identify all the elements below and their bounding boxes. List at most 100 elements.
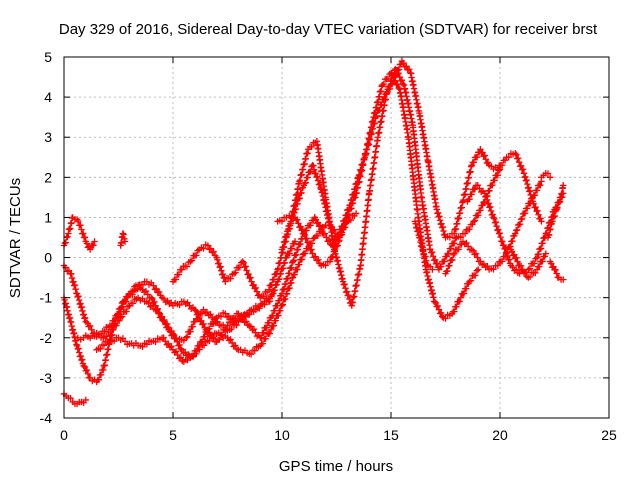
data-point	[447, 245, 455, 252]
data-point	[388, 80, 396, 88]
data-point	[473, 267, 480, 274]
data-point	[457, 294, 464, 301]
data-point	[313, 257, 321, 264]
data-point	[144, 291, 151, 298]
data-point	[169, 330, 177, 337]
data-point	[339, 222, 346, 230]
data-point	[519, 166, 527, 173]
data-point	[437, 263, 445, 270]
data-points	[60, 57, 567, 408]
data-point	[380, 80, 387, 88]
data-point	[246, 322, 253, 329]
y-tick-label: -3	[40, 370, 53, 386]
data-point	[522, 269, 529, 276]
data-point	[556, 198, 564, 205]
data-point	[193, 350, 200, 358]
plot-frame	[63, 56, 610, 419]
data-point	[78, 303, 85, 311]
y-tick-labels: -4 -3 -2 -1 0 1 2 3 4 5	[40, 49, 53, 426]
data-point	[211, 315, 219, 323]
data-point	[68, 270, 75, 278]
x-tick-labels: 0 5 10 15 20 25	[60, 427, 617, 443]
data-point	[481, 152, 488, 159]
data-point	[512, 150, 519, 157]
data-point	[272, 317, 279, 324]
data-point	[334, 242, 341, 249]
data-point	[490, 266, 497, 273]
data-point	[172, 276, 180, 283]
data-point	[560, 276, 567, 283]
data-point	[526, 265, 533, 272]
data-point	[512, 230, 519, 237]
data-point	[401, 63, 409, 71]
data-point	[301, 231, 308, 239]
data-point	[453, 303, 460, 310]
data-point	[217, 313, 225, 320]
data-point	[516, 220, 524, 228]
data-point	[276, 297, 283, 304]
data-point	[483, 196, 491, 204]
data-point	[468, 246, 475, 253]
data-point	[451, 308, 458, 315]
data-point	[204, 242, 212, 249]
axis-ticks	[63, 56, 610, 419]
data-point	[532, 203, 539, 211]
data-point	[445, 250, 452, 257]
data-point	[255, 291, 263, 298]
series-sat-j	[311, 57, 545, 249]
data-point	[472, 250, 480, 257]
data-point	[67, 394, 74, 402]
data-point	[123, 308, 130, 315]
data-point	[330, 241, 337, 248]
data-point	[326, 237, 333, 244]
data-point	[307, 168, 314, 175]
data-point	[178, 346, 185, 354]
data-point	[394, 80, 401, 88]
data-point	[498, 161, 506, 169]
data-point	[294, 216, 301, 223]
data-point	[76, 349, 83, 356]
data-point	[182, 348, 189, 356]
data-point	[191, 318, 198, 325]
data-point	[68, 274, 76, 282]
data-point	[100, 342, 108, 349]
data-point	[314, 173, 321, 180]
data-point	[399, 80, 407, 88]
data-point	[434, 209, 442, 217]
data-point	[175, 271, 183, 278]
y-tick-label: 2	[44, 169, 52, 185]
data-point	[265, 286, 273, 293]
data-point	[513, 254, 520, 261]
data-point	[265, 319, 273, 326]
data-point	[423, 257, 430, 264]
data-point	[240, 259, 247, 267]
data-point	[155, 288, 163, 296]
data-point	[549, 218, 556, 225]
data-point	[469, 247, 477, 254]
data-point	[337, 226, 345, 233]
data-point	[464, 243, 472, 250]
data-point	[145, 300, 152, 307]
data-point	[178, 266, 185, 273]
data-point	[110, 337, 118, 345]
data-point	[142, 287, 150, 295]
data-point	[78, 356, 86, 363]
data-point	[217, 263, 224, 270]
data-point	[306, 242, 313, 250]
data-point	[304, 174, 311, 181]
data-point	[351, 185, 359, 193]
data-point	[441, 258, 448, 265]
data-point	[428, 248, 436, 256]
data-point	[535, 211, 542, 218]
data-point	[162, 321, 169, 328]
data-point	[119, 303, 127, 310]
data-point	[267, 326, 275, 333]
data-point	[472, 272, 479, 279]
data-point	[263, 324, 270, 331]
data-point	[455, 246, 462, 253]
data-point	[513, 151, 520, 158]
data-point	[286, 222, 294, 229]
y-tick-label: 4	[44, 89, 52, 105]
data-point	[83, 366, 91, 374]
data-point	[291, 271, 298, 278]
